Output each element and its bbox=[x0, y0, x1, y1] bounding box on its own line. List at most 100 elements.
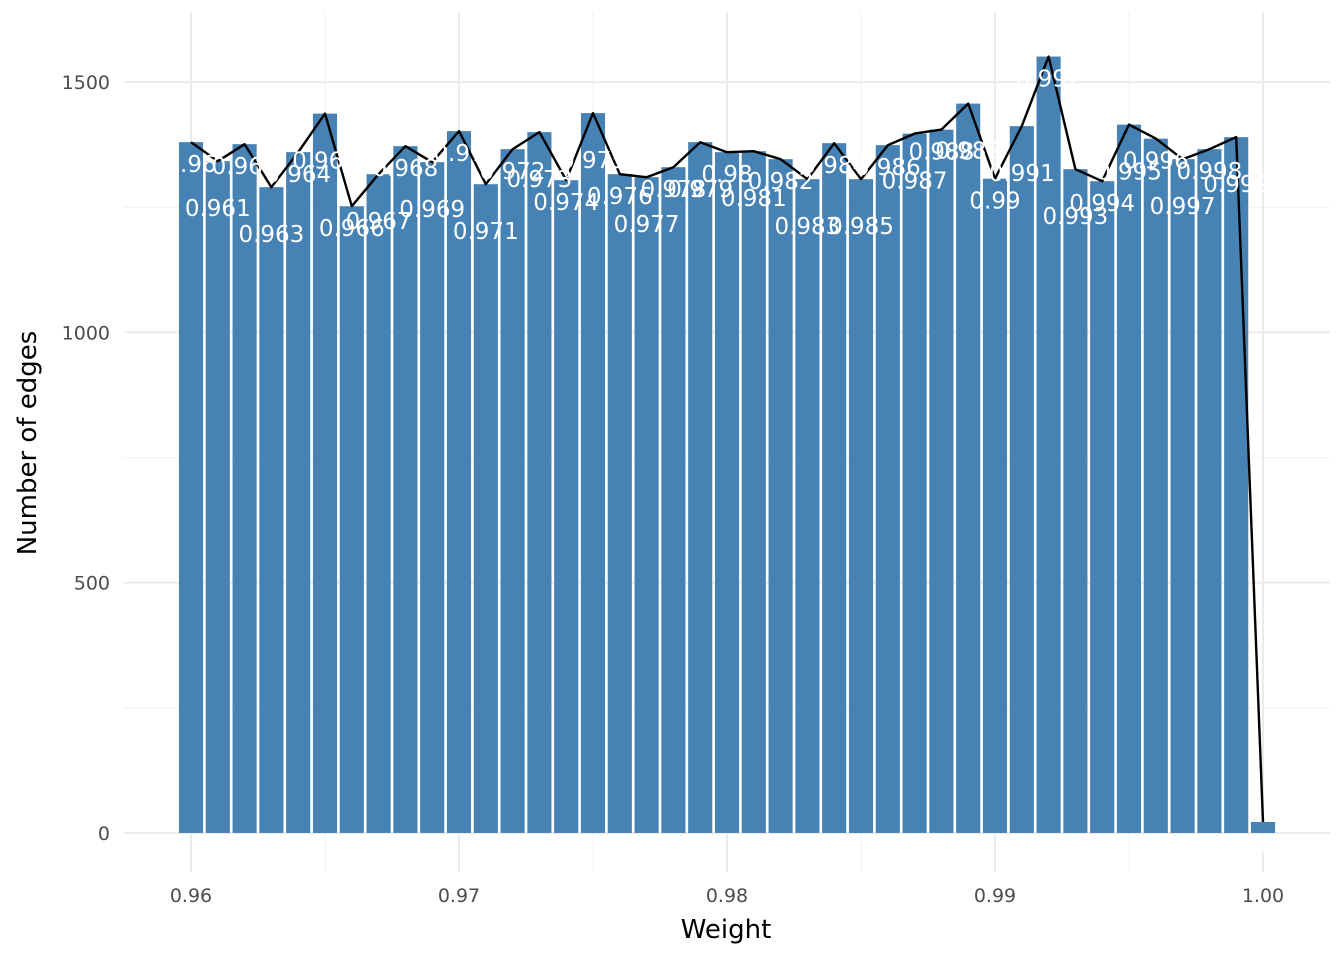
bar-label: 0.971 bbox=[453, 219, 519, 245]
bar-label: 0.964 bbox=[265, 162, 331, 188]
bar bbox=[339, 206, 364, 833]
bar bbox=[607, 174, 632, 833]
bar-label: 0.967 bbox=[346, 209, 412, 235]
bar-label: 1 bbox=[1256, 832, 1271, 858]
bar-label: 0.963 bbox=[238, 222, 304, 248]
bar bbox=[1090, 181, 1115, 833]
bar-label: 0.97 bbox=[433, 141, 484, 167]
bar-label: 0.995 bbox=[1096, 160, 1162, 186]
bar bbox=[1197, 149, 1222, 833]
bar-label: 0.969 bbox=[399, 197, 465, 223]
bar bbox=[929, 129, 954, 833]
bar bbox=[500, 149, 525, 833]
bar bbox=[1250, 821, 1276, 833]
y-tick-label: 1500 bbox=[62, 72, 110, 94]
bar bbox=[393, 146, 418, 833]
bar bbox=[312, 113, 338, 833]
bar-labels: 0.960.9610.9620.9630.9640.9650.9660.9670… bbox=[165, 67, 1270, 858]
bar bbox=[688, 142, 713, 833]
bar bbox=[554, 180, 579, 833]
bar bbox=[1036, 56, 1061, 833]
bar-label: 0.978 bbox=[640, 177, 706, 203]
bar bbox=[822, 143, 847, 833]
bar bbox=[795, 179, 820, 833]
bar bbox=[366, 174, 391, 833]
y-axis-ticks: 0 500 1000 1500 bbox=[62, 72, 110, 845]
x-tick-label: 0.98 bbox=[706, 885, 748, 907]
bar bbox=[848, 179, 874, 833]
bar-label: 0.994 bbox=[1069, 191, 1135, 217]
bar bbox=[768, 159, 793, 833]
bar-label: 0.96 bbox=[165, 152, 216, 178]
bar-label: 0.981 bbox=[721, 186, 787, 212]
bar-label: 0.966 bbox=[319, 216, 385, 242]
bar bbox=[634, 177, 659, 833]
bar bbox=[527, 132, 552, 833]
x-tick-label: 1.00 bbox=[1242, 885, 1284, 907]
bar bbox=[259, 187, 284, 833]
x-tick-label: 0.96 bbox=[170, 885, 212, 907]
x-axis-title: Weight bbox=[681, 915, 772, 945]
bar bbox=[1224, 137, 1249, 833]
bar-label: 0.988 bbox=[908, 140, 974, 166]
bar bbox=[1063, 169, 1088, 833]
bar bbox=[178, 142, 204, 833]
bar-label: 0.976 bbox=[587, 184, 653, 210]
y-axis-title: Number of edges bbox=[13, 331, 43, 556]
y-tick-label: 1000 bbox=[62, 322, 110, 344]
x-axis-ticks: 0.96 0.97 0.98 0.99 1.00 bbox=[170, 885, 1284, 907]
bar-label: 0.965 bbox=[292, 149, 358, 175]
bar bbox=[420, 162, 445, 833]
bar bbox=[1170, 159, 1195, 833]
series-line bbox=[190, 55, 1265, 822]
bar bbox=[714, 152, 740, 833]
bar-label: 0.992 bbox=[1016, 67, 1082, 93]
bars bbox=[178, 56, 1276, 833]
bar-label: 0.984 bbox=[801, 153, 867, 179]
bar-label: 0.98 bbox=[701, 162, 752, 188]
bar-label: 0.997 bbox=[1150, 194, 1216, 220]
bar bbox=[473, 184, 498, 833]
bar-label: 0.986 bbox=[855, 155, 921, 181]
bar-label: 0.983 bbox=[774, 214, 840, 240]
bar bbox=[286, 152, 311, 833]
bar-label: 0.979 bbox=[667, 177, 733, 203]
bar bbox=[741, 151, 766, 833]
bar-label: 0.962 bbox=[212, 154, 278, 180]
bar-label: 0.987 bbox=[882, 169, 948, 195]
bar-label: 0.975 bbox=[560, 148, 626, 174]
bar-label: 0.996 bbox=[1123, 149, 1189, 175]
y-tick-label: 0 bbox=[98, 823, 110, 845]
bar bbox=[1009, 126, 1034, 833]
x-tick-label: 0.97 bbox=[438, 885, 480, 907]
bar bbox=[982, 178, 1008, 833]
bar bbox=[232, 144, 257, 833]
y-tick-label: 500 bbox=[74, 573, 110, 595]
x-tick-label: 0.99 bbox=[974, 885, 1016, 907]
frequency-line bbox=[190, 55, 1265, 822]
bar bbox=[902, 133, 927, 833]
bar-label: 0.991 bbox=[989, 161, 1055, 187]
bar bbox=[875, 145, 900, 833]
bar-label: 0.968 bbox=[372, 156, 438, 182]
bar-label: 0.977 bbox=[614, 212, 680, 238]
bar-label: 0.973 bbox=[506, 167, 572, 193]
bar bbox=[446, 131, 472, 833]
bar bbox=[956, 103, 981, 833]
bar-label: 0.982 bbox=[748, 169, 814, 195]
bar-label: 0.974 bbox=[533, 190, 599, 216]
bar bbox=[205, 161, 230, 833]
bar bbox=[1116, 124, 1142, 833]
bar-label: 0.998 bbox=[1176, 159, 1242, 185]
bar-label: 0.961 bbox=[185, 196, 251, 222]
bar bbox=[580, 113, 606, 833]
bar-label: 0.989 bbox=[935, 139, 1001, 165]
bar bbox=[1143, 138, 1168, 833]
bar-label: 0.972 bbox=[480, 159, 546, 185]
bar-label: 0.99 bbox=[969, 189, 1020, 215]
bar-label: 0.993 bbox=[1042, 204, 1108, 230]
bar bbox=[661, 167, 686, 833]
bar-label: 0.999 bbox=[1203, 172, 1269, 198]
